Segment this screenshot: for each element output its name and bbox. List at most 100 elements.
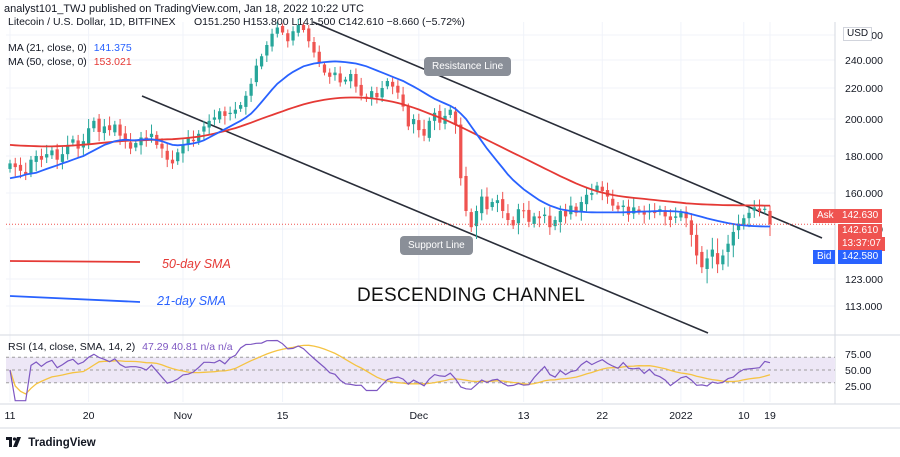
price-axis-label: 240.000 <box>845 55 883 67</box>
candle <box>485 187 489 215</box>
sma21-label: 21-day SMA <box>157 294 226 308</box>
candle-body <box>432 112 437 121</box>
candle-body <box>474 211 479 227</box>
candle-body <box>86 128 91 144</box>
rsi-legend: RSI (14, close, SMA, 14, 2) 47.29 40.81 … <box>8 341 233 353</box>
candle-body <box>55 149 59 160</box>
candle-body <box>422 128 426 136</box>
candle <box>705 249 709 284</box>
candle-body <box>370 91 374 98</box>
candle-body <box>663 211 667 217</box>
candle <box>307 24 311 48</box>
candle-body <box>542 214 547 217</box>
candle <box>626 199 631 222</box>
price-axis-label: 123.000 <box>845 274 883 286</box>
candle-body <box>768 210 772 225</box>
time-axis-label: 20 <box>83 410 95 422</box>
candle-body <box>679 212 683 218</box>
candle-body <box>742 218 746 226</box>
symbol-title: Litecoin / U.S. Dollar, 1D, BITFINEX <box>8 16 176 28</box>
candle-body <box>495 200 500 204</box>
candle-body <box>317 51 321 63</box>
candle <box>532 212 536 228</box>
support-trendline <box>141 95 709 334</box>
candle <box>291 26 295 46</box>
candle <box>50 146 54 159</box>
candle-body <box>390 81 395 87</box>
tradingview-brand: TradingView <box>28 437 96 449</box>
candle <box>170 150 175 169</box>
candle <box>474 205 479 239</box>
ma50-label: MA (50, close, 0) <box>8 56 87 68</box>
time-axis-label: 22 <box>596 410 608 422</box>
candle-body <box>18 164 23 171</box>
candle-body <box>97 118 101 132</box>
candle-body <box>312 42 316 53</box>
candle <box>490 198 494 211</box>
candle-body <box>448 109 452 115</box>
candle <box>579 196 583 221</box>
candle <box>464 166 468 217</box>
ask-label-tag: Ask <box>813 209 838 223</box>
candle-body <box>359 84 363 96</box>
candle <box>296 18 300 37</box>
candle-body <box>296 25 300 33</box>
bid-label-tag: Bid <box>813 250 836 264</box>
candle <box>312 37 316 58</box>
currency-badge[interactable]: USD <box>843 27 873 41</box>
candle-body <box>584 194 589 205</box>
candle-body <box>149 133 154 138</box>
price-axis-label: 113.000 <box>845 301 882 313</box>
candle <box>390 77 395 95</box>
candle <box>207 114 211 135</box>
tradingview-footer[interactable]: TradingView <box>6 436 96 449</box>
candle-body <box>118 124 122 136</box>
candle <box>689 213 694 247</box>
candle <box>674 207 678 224</box>
candle <box>469 208 473 232</box>
candle <box>254 58 258 87</box>
candle-body <box>396 85 400 93</box>
candle-body <box>464 175 468 211</box>
candle-body <box>427 120 431 138</box>
candle-body <box>233 109 238 114</box>
time-axis-label: Dec <box>409 410 428 422</box>
candle <box>763 205 767 214</box>
candle-body <box>107 125 112 131</box>
candle <box>495 194 500 213</box>
candle-body <box>721 255 725 265</box>
candle-body <box>485 196 489 210</box>
candle-body <box>71 139 75 143</box>
bid-value-tag: 142.580 <box>838 250 883 264</box>
time-axis-label: 19 <box>764 410 776 422</box>
candle <box>343 76 348 85</box>
candle <box>333 67 337 81</box>
candle-body <box>212 117 217 120</box>
ask-value-tag: 142.630 <box>838 209 883 223</box>
candle-body <box>207 120 211 128</box>
candle-body <box>228 112 232 115</box>
candle-body <box>92 120 96 129</box>
candle <box>584 187 589 212</box>
candle-body <box>165 150 169 160</box>
candle <box>270 28 274 52</box>
candle <box>637 205 641 215</box>
candle-body <box>616 205 620 210</box>
candle-body <box>653 212 657 214</box>
candle-body <box>731 231 735 246</box>
time-axis-label: 10 <box>738 410 750 422</box>
rsi-sma-line <box>9 344 771 395</box>
candle <box>92 117 96 132</box>
candle <box>39 148 44 168</box>
candle-body <box>113 124 117 133</box>
time-axis-label: 2022 <box>669 410 693 422</box>
candle-body <box>642 211 646 215</box>
candle <box>747 207 751 228</box>
tradingview-logo-icon <box>6 437 21 447</box>
candle <box>700 246 704 274</box>
candle-body <box>674 216 678 218</box>
candle <box>511 216 515 229</box>
candle-body <box>406 106 410 127</box>
candle-body <box>191 139 196 142</box>
